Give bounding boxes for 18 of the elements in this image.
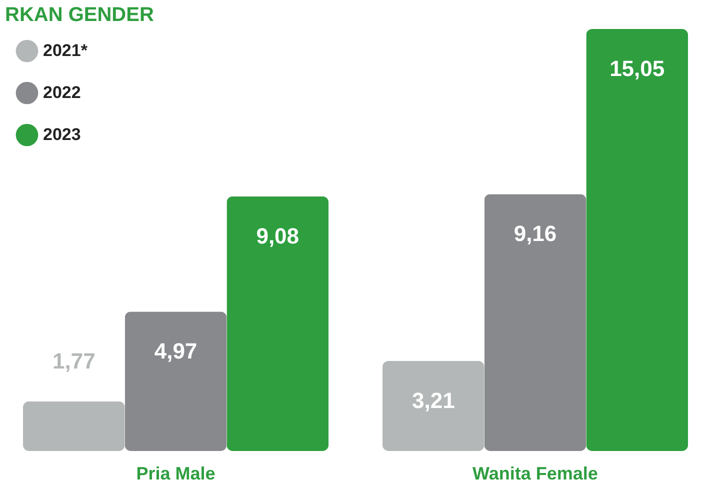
legend-label: 2022	[43, 83, 81, 102]
bar	[586, 29, 688, 451]
data-label: 1,77	[52, 348, 96, 374]
legend-label: 2021*	[43, 41, 88, 60]
legend-label: 2023	[43, 125, 81, 144]
data-label: 9,08	[256, 223, 300, 248]
x-tick-label: Wanita Female	[472, 464, 598, 484]
bar	[22, 401, 125, 451]
data-label: 15,05	[610, 56, 665, 81]
data-label: 4,97	[154, 338, 198, 364]
data-label: 9,16	[514, 221, 557, 246]
bar	[124, 312, 227, 451]
bar	[226, 196, 329, 451]
data-label: 3,21	[412, 388, 455, 413]
x-tick-label: Pria Male	[136, 464, 216, 484]
chart-title: RKAN GENDER	[5, 4, 154, 26]
bar	[484, 194, 586, 451]
bar	[382, 360, 484, 451]
